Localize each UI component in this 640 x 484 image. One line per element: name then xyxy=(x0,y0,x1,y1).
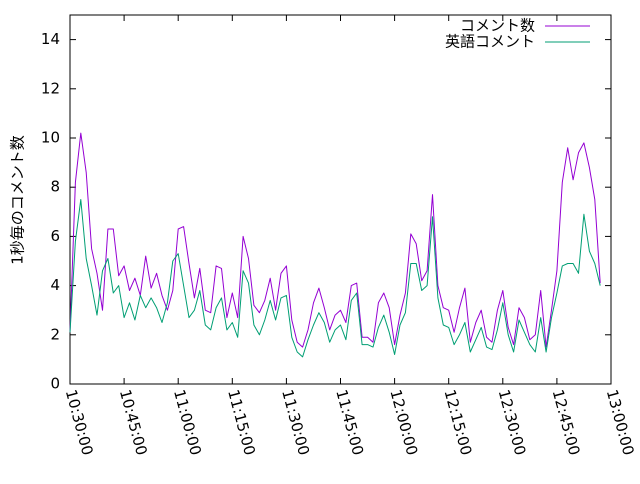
series-line-2 xyxy=(69,199,601,358)
x-tick-label: 12:00:00 xyxy=(386,388,421,458)
x-tick-label: 10:30:00 xyxy=(62,388,97,458)
y-tick-label: 10 xyxy=(41,129,60,147)
x-tick-label: 13:00:00 xyxy=(603,388,638,458)
series-line-1 xyxy=(69,132,601,348)
y-tick-label: 0 xyxy=(50,375,60,393)
x-tick-label: 11:45:00 xyxy=(332,388,367,458)
y-axis: 0 2 4 6 8 10 12 14 xyxy=(41,30,611,393)
x-tick-label: 11:15:00 xyxy=(224,388,259,458)
x-tick-label: 11:00:00 xyxy=(170,388,205,458)
plot-frame xyxy=(69,14,612,385)
legend-label: 英語コメント xyxy=(445,33,535,51)
x-tick-label: 11:30:00 xyxy=(278,388,313,458)
y-tick-label: 4 xyxy=(50,276,60,294)
y-axis-label: 1秒毎のコメント数 xyxy=(9,135,27,265)
y-tick-label: 14 xyxy=(41,30,60,48)
x-tick-label: 12:30:00 xyxy=(495,388,530,458)
x-tick-label: 12:45:00 xyxy=(549,388,584,458)
series-layer xyxy=(69,132,601,358)
y-tick-label: 8 xyxy=(50,178,60,196)
x-tick-label: 12:15:00 xyxy=(440,388,475,458)
x-tick-label: 10:45:00 xyxy=(116,388,151,458)
y-tick-label: 6 xyxy=(50,227,60,245)
y-tick-label: 2 xyxy=(50,325,60,343)
y-tick-label: 12 xyxy=(41,79,60,97)
x-axis: 10:30:00 10:45:00 11:00:00 11:15:00 11:30:00… xyxy=(62,15,638,457)
legend-label: コメント数 xyxy=(460,17,535,35)
